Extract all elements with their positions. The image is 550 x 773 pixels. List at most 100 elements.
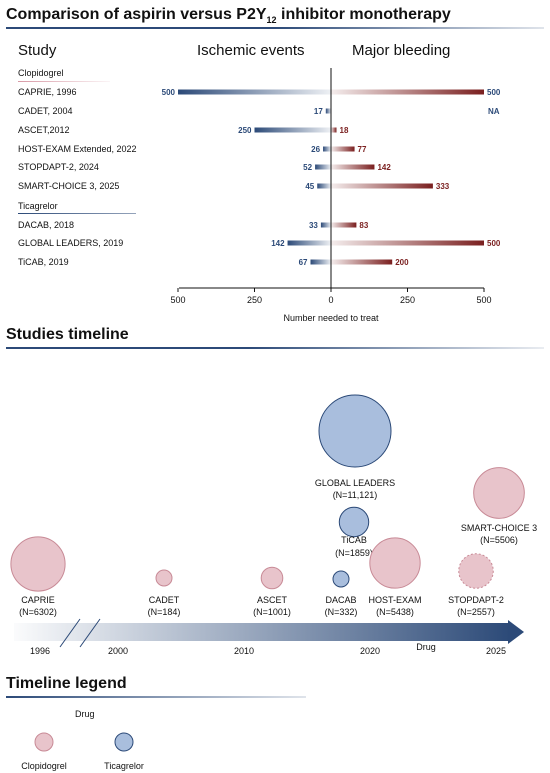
legend-drug-heading: Drug: [75, 709, 95, 719]
study-n-label: (N=184): [148, 607, 181, 617]
ischemic-bar: [325, 108, 331, 114]
ischemic-value-label: 250: [238, 126, 252, 135]
group-rule-ticagrelor: [18, 213, 136, 214]
group-rule-clopidogrel: [18, 81, 110, 82]
study-bubble: [260, 566, 284, 590]
bleeding-value-label: 500: [487, 239, 501, 248]
timeline-title: Studies timeline: [6, 326, 129, 343]
study-n-label: (N=11,121): [333, 490, 378, 500]
ischemic-column-header: Ischemic events: [197, 42, 305, 59]
bleeding-value-label: 18: [340, 126, 349, 135]
timeline-year-label: 1996: [30, 646, 50, 656]
ischemic-bar: [310, 259, 331, 265]
study-name-label: CAPRIE: [21, 595, 55, 605]
timeline-legend: Clopidogrel Ticagrelor: [21, 732, 144, 771]
study-label: CAPRIE, 1996: [18, 87, 77, 97]
comparison-title: Comparison of aspirin versus P2Y12 inhib…: [6, 6, 451, 25]
study-name-label: CADET: [149, 595, 180, 605]
study-n-label: (N=6302): [19, 607, 57, 617]
ischemic-bar: [323, 146, 331, 152]
ischemic-bar: [287, 240, 331, 246]
study-label: GLOBAL LEADERS, 2019: [18, 238, 124, 248]
study-name-label: SMART-CHOICE 3: [461, 523, 537, 533]
bleeding-value-label: 333: [436, 182, 450, 191]
bleeding-column-header: Major bleeding: [352, 42, 451, 59]
group-label-clopidogrel: Clopidogrel: [18, 68, 64, 78]
study-label: CADET, 2004: [18, 106, 73, 116]
study-label: ASCET,2012: [18, 125, 70, 135]
comparison-title-end: inhibitor monotherapy: [276, 6, 451, 23]
study-label: TiCAB, 2019: [18, 257, 69, 267]
ischemic-bar: [317, 183, 331, 189]
study-n-label: (N=5438): [376, 607, 414, 617]
axis-break-mark: [59, 618, 81, 648]
study-name-label: DACAB: [325, 595, 356, 605]
timeline-arrow-head: [508, 620, 524, 644]
timeline-year-label: 2010: [234, 646, 254, 656]
studies-timeline: CAPRIE (N=6302) CADET (N=184) ASCET (N=1001) G…: [10, 394, 537, 656]
ischemic-bar: [320, 222, 331, 228]
ischemic-value-label: 17: [314, 107, 323, 116]
legend-title-rule: [6, 696, 306, 698]
x-tick-label: 250: [247, 295, 262, 305]
bleeding-value-label: NA: [488, 107, 500, 116]
study-name-label: STOPDAPT-2: [448, 595, 504, 605]
bleeding-value-label: 83: [359, 221, 368, 230]
ischemic-value-label: 26: [311, 145, 320, 154]
legend-title: Timeline legend: [6, 675, 127, 692]
timeline-drug-note: Drug: [416, 642, 436, 652]
ischemic-value-label: 45: [305, 182, 314, 191]
x-tick-label: 500: [476, 295, 491, 305]
study-column-header: Study: [18, 42, 57, 59]
study-name-label: ASCET: [257, 595, 288, 605]
ischemic-value-label: 33: [309, 221, 318, 230]
bleeding-bar: [331, 146, 355, 152]
comparison-title-subscript: 12: [266, 15, 277, 26]
bleeding-bar: [331, 127, 337, 133]
timeline-title-rule: [6, 347, 544, 349]
study-n-label: (N=332): [325, 607, 358, 617]
ischemic-bar: [178, 89, 331, 95]
bleeding-bar: [331, 259, 393, 265]
ischemic-value-label: 500: [162, 88, 176, 97]
study-bubble: [332, 570, 350, 588]
legend-ticagrelor-swatch: [114, 732, 134, 752]
timeline-arrow-shaft: [14, 623, 510, 641]
timeline-year-label: 2000: [108, 646, 128, 656]
bleeding-bar: [331, 164, 375, 170]
bleeding-value-label: 77: [358, 145, 367, 154]
comparison-title-rule: [6, 27, 544, 29]
study-bubble: [155, 569, 173, 587]
ischemic-value-label: 67: [299, 258, 308, 267]
study-name-label: HOST-EXAM: [368, 595, 421, 605]
bleeding-bar: [331, 183, 433, 189]
bleeding-value-label: 500: [487, 88, 501, 97]
axis-break-mark: [79, 618, 101, 648]
study-bubble: [318, 394, 392, 468]
x-tick-label: 0: [328, 295, 333, 305]
study-label: SMART-CHOICE 3, 2025: [18, 181, 120, 191]
timeline-year-label: 2025: [486, 646, 506, 656]
study-bubble: [338, 506, 370, 538]
study-bubble: [10, 536, 66, 592]
study-n-label: (N=5506): [480, 535, 518, 545]
group-label-ticagrelor: Ticagrelor: [18, 201, 58, 211]
study-bubble: [473, 467, 525, 519]
ischemic-value-label: 52: [303, 163, 312, 172]
study-n-label: (N=1859): [335, 548, 373, 558]
bleeding-bar: [331, 240, 484, 246]
bleeding-bar: [331, 89, 484, 95]
timeline-year-label: 2020: [360, 646, 380, 656]
study-name-label: GLOBAL LEADERS: [315, 478, 395, 488]
study-n-label: (N=2557): [457, 607, 495, 617]
study-label: STOPDAPT-2, 2024: [18, 162, 99, 172]
ischemic-bar: [315, 164, 331, 170]
bleeding-value-label: 200: [395, 258, 409, 267]
study-name-label: TiCAB: [341, 535, 367, 545]
ischemic-bar: [254, 127, 331, 133]
ischemic-value-label: 142: [271, 239, 285, 248]
bleeding-bar: [331, 222, 357, 228]
x-tick-label: 250: [400, 295, 415, 305]
legend-clopidogrel-label: Clopidogrel: [21, 761, 67, 771]
